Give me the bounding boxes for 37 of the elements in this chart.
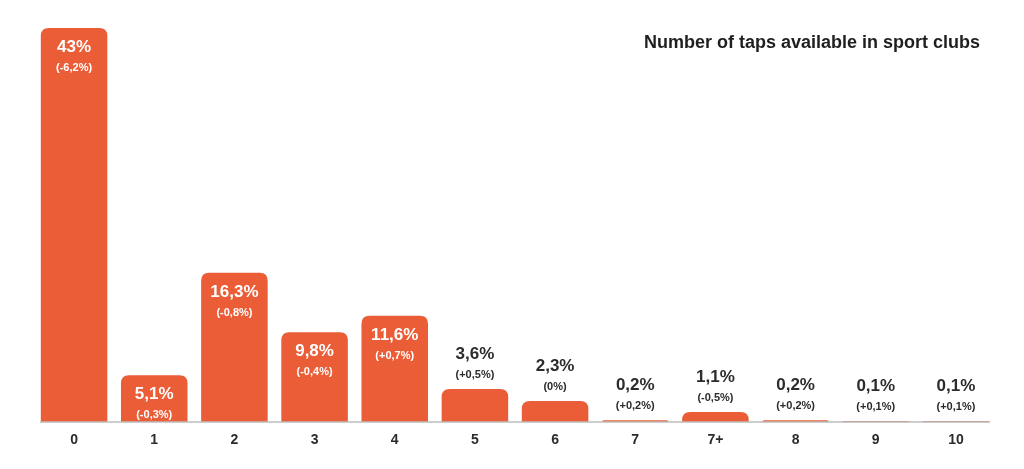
- annotation: (+0,2%): [615, 399, 655, 412]
- data-label: 11,6%: [371, 324, 419, 344]
- annotation: (-0,8%): [216, 305, 253, 318]
- data-label: 1,1%: [696, 366, 735, 386]
- data-label: 0,2%: [615, 375, 655, 395]
- data-label: 43%: [57, 37, 92, 56]
- x-tick-label: 6: [551, 431, 560, 447]
- annotation: (+0,1%): [856, 400, 896, 413]
- x-tick-label: 0: [70, 431, 79, 447]
- data-label: 2,3%: [535, 355, 575, 375]
- x-tick-label: 8: [791, 431, 800, 447]
- x-tick-label: 5: [471, 431, 480, 447]
- x-tick-label: 7+: [707, 431, 724, 447]
- data-label: 9,8%: [295, 341, 334, 361]
- x-tick-label: 3: [310, 431, 319, 447]
- data-label: 0,1%: [856, 376, 896, 396]
- annotation: (+0,5%): [455, 368, 495, 381]
- data-label: 16,3%: [210, 281, 259, 301]
- annotation: (+0,2%): [776, 399, 816, 412]
- x-tick-label: 1: [150, 431, 159, 447]
- x-tick-label: 7: [631, 431, 640, 447]
- data-label: 3,6%: [455, 344, 495, 364]
- annotation: (-0,3%): [136, 408, 173, 421]
- annotation: (-0,5%): [697, 390, 734, 403]
- annotation: (-6,2%): [56, 61, 93, 73]
- x-tick-label: 2: [230, 431, 239, 447]
- annotation: (+0,1%): [936, 400, 976, 413]
- annotation: (+0,7%): [375, 348, 415, 361]
- annotation: (-0,4%): [296, 365, 333, 378]
- data-label: 5,1%: [134, 384, 174, 404]
- x-tick-label: 10: [948, 431, 964, 447]
- data-label: 0,2%: [776, 375, 815, 395]
- x-tick-label: 4: [390, 431, 399, 447]
- annotation: (0%): [543, 379, 568, 392]
- data-label: 0,1%: [936, 376, 976, 396]
- x-tick-label: 9: [871, 431, 880, 447]
- chart-title: Number of taps available in sport clubs: [643, 32, 980, 52]
